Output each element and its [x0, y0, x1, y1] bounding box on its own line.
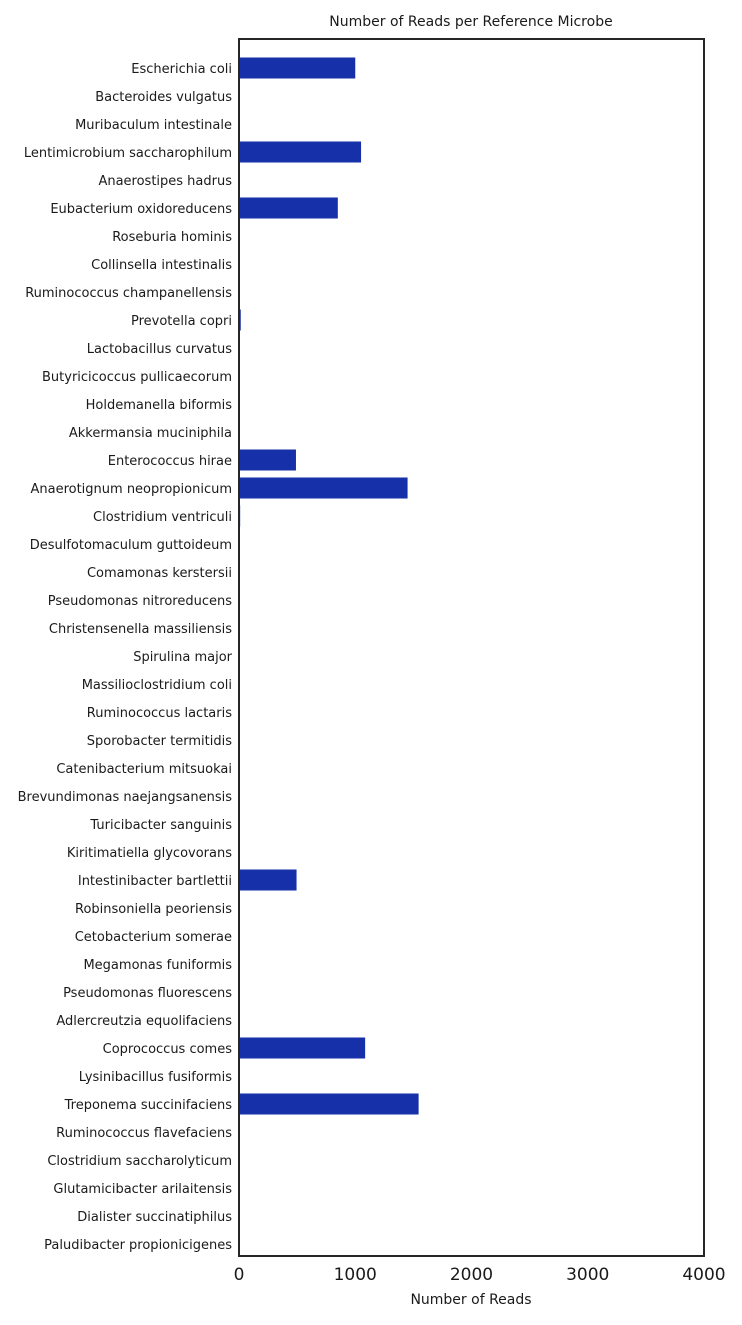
category-label: Robinsoniella peoriensis — [75, 902, 232, 917]
category-label: Cetobacterium somerae — [75, 930, 232, 945]
category-label: Muribaculum intestinale — [75, 118, 232, 133]
x-tick-label: 0 — [234, 1265, 245, 1285]
category-label: Glutamicibacter arilaitensis — [53, 1182, 232, 1197]
category-label: Prevotella copri — [131, 314, 232, 329]
category-label: Butyricicoccus pullicaecorum — [42, 370, 232, 385]
category-label: Lactobacillus curvatus — [87, 342, 232, 357]
category-label: Clostridium ventriculi — [93, 510, 232, 525]
category-label: Pseudomonas nitroreducens — [48, 594, 232, 609]
category-label: Coprococcus comes — [103, 1042, 233, 1057]
bar — [239, 197, 338, 219]
category-label: Intestinibacter bartlettii — [78, 874, 232, 889]
category-label: Massilioclostridium coli — [82, 678, 232, 693]
bar — [239, 449, 296, 471]
category-label: Adlercreutzia equolifaciens — [56, 1014, 232, 1029]
category-label: Desulfotomaculum guttoideum — [30, 538, 232, 553]
bar — [239, 57, 356, 79]
category-label: Ruminococcus champanellensis — [25, 286, 232, 301]
bar — [239, 1037, 366, 1059]
bar — [239, 141, 362, 163]
category-label: Ruminococcus lactaris — [87, 706, 232, 721]
category-label: Anaerostipes hadrus — [98, 174, 232, 189]
category-label: Brevundimonas naejangsanensis — [18, 790, 233, 805]
category-label: Dialister succinatiphilus — [77, 1210, 232, 1225]
category-label: Treponema succinifaciens — [64, 1098, 233, 1113]
bar — [239, 1093, 419, 1115]
x-tick-label: 4000 — [682, 1265, 725, 1285]
x-tick-label: 3000 — [566, 1265, 609, 1285]
category-label: Akkermansia muciniphila — [69, 426, 232, 441]
bar — [239, 477, 408, 499]
category-label: Spirulina major — [133, 650, 232, 665]
category-label: Catenibacterium mitsuokai — [56, 762, 232, 777]
category-label: Comamonas kerstersii — [87, 566, 232, 581]
category-label: Bacteroides vulgatus — [95, 90, 232, 105]
category-label: Clostridium saccharolyticum — [47, 1154, 232, 1169]
x-tick-label: 2000 — [450, 1265, 493, 1285]
category-label: Holdemanella biformis — [86, 398, 233, 413]
category-label: Eubacterium oxidoreducens — [50, 202, 232, 217]
category-label: Anaerotignum neopropionicum — [30, 482, 232, 497]
category-label: Enterococcus hirae — [108, 454, 232, 469]
category-label: Christensenella massiliensis — [49, 622, 232, 637]
category-label: Lysinibacillus fusiformis — [79, 1070, 232, 1085]
category-label: Lentimicrobium saccharophilum — [24, 146, 232, 161]
category-label: Collinsella intestinalis — [91, 258, 232, 273]
x-ticks-group: 0 1000 2000 3000 4000 — [234, 1265, 726, 1285]
category-label: Sporobacter termitidis — [87, 734, 232, 749]
category-label: Paludibacter propionicigenes — [44, 1238, 232, 1253]
category-label: Roseburia hominis — [112, 230, 232, 245]
category-label: Turicibacter sanguinis — [89, 818, 232, 833]
category-label: Megamonas funiformis — [83, 958, 232, 973]
category-label: Escherichia coli — [131, 62, 232, 77]
plot-frame — [238, 38, 705, 1257]
bars-group — [239, 57, 419, 1115]
category-label: Ruminococcus flavefaciens — [56, 1126, 232, 1141]
category-label: Kiritimatiella glycovorans — [67, 846, 232, 861]
bar — [239, 869, 297, 891]
category-label: Pseudomonas fluorescens — [63, 986, 232, 1001]
x-tick-label: 1000 — [334, 1265, 377, 1285]
category-labels-group: Escherichia coli Bacteroides vulgatus Muri… — [18, 62, 233, 1253]
chart-title: Number of Reads per Reference Microbe — [329, 14, 612, 30]
x-axis-label: Number of Reads — [410, 1292, 531, 1308]
